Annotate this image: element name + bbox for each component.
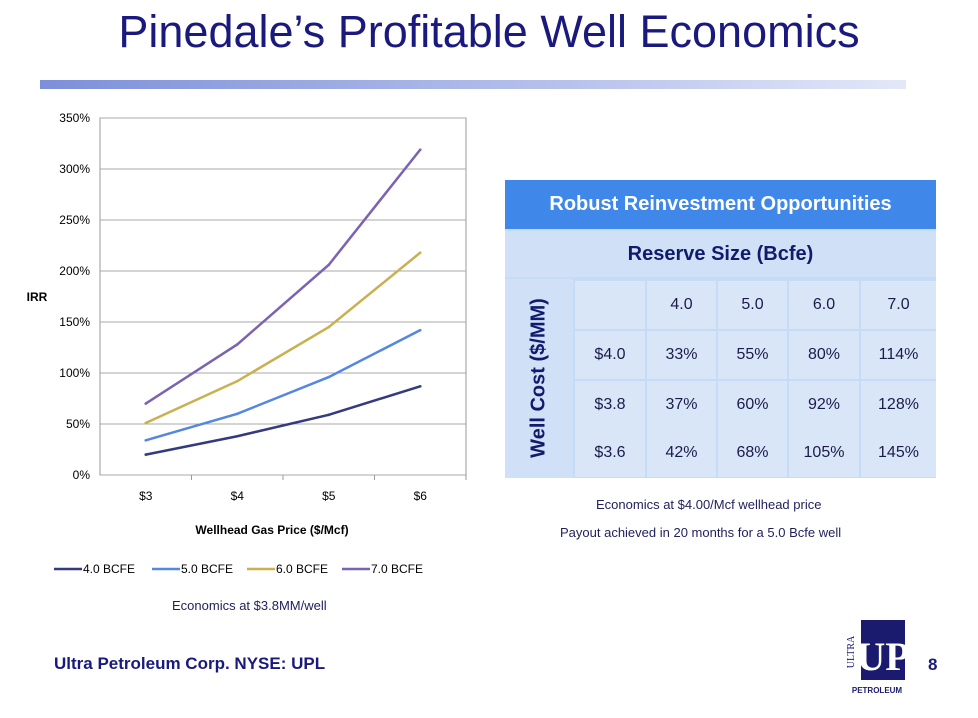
table-col-label: 4.0 [647,281,716,329]
logo-vertical-text: ULTRA [846,635,857,668]
y-tick-label: 300% [59,162,90,176]
table-note-1: Economics at $4.00/Mcf wellhead price [596,497,822,512]
data-point [235,434,239,438]
x-tick-label: $3 [139,489,153,503]
table-col-label: 6.0 [789,281,859,329]
series-line-6-0-bcfe [145,251,422,425]
table-corner-cell [575,281,645,329]
chart-note: Economics at $3.8MM/well [172,598,327,613]
legend-label: 7.0 BCFE [371,562,423,576]
y-tick-label: 0% [73,468,91,482]
series-line-4-0-bcfe [145,385,421,456]
y-tick-label: 50% [66,417,90,431]
y-tick-label: 350% [59,111,90,125]
table-row-label: $3.6 [575,429,645,477]
table-col-label: 5.0 [718,281,787,329]
table-cell: 42% [647,429,716,477]
legend-label: 6.0 BCFE [276,562,328,576]
data-point [327,375,331,379]
data-point [418,384,422,388]
page-number: 8 [928,655,938,674]
table-cell: 105% [789,429,859,477]
legend-label: 4.0 BCFE [83,562,135,576]
table-row-header-label: Well Cost ($/MM) [527,298,550,458]
data-point [144,402,148,405]
y-tick-label: 100% [59,366,90,380]
table-cell: 145% [861,429,936,477]
table-cell: 60% [718,381,787,429]
table-cell: 68% [718,429,787,477]
data-point [327,325,331,329]
table-title: Robust Reinvestment Opportunities [505,180,936,229]
data-point [235,412,239,416]
reinvestment-table: Robust Reinvestment Opportunities Reserv… [505,180,936,478]
plot-area [99,117,467,476]
data-point [327,413,331,417]
title-underline-bar [40,80,906,89]
data-point [235,379,239,383]
logo-bottom-text: PETROLEUM [852,686,903,695]
table-cell: 80% [789,331,859,379]
table-cell: 92% [789,381,859,429]
x-axis-label: Wellhead Gas Price ($/Mcf) [195,523,348,537]
legend-label: 5.0 BCFE [181,562,233,576]
series-line-7-0-bcfe [145,148,422,405]
x-tick-label: $5 [322,489,336,503]
x-tick-label: $6 [414,489,428,503]
irr-line-chart: 0% 50% 100% 150% 200% 250% 300% 350% $3 $4 $5 $6 IRR… [27,111,467,576]
series-line-5-0-bcfe [145,329,421,442]
data-point [144,439,148,442]
logo-letters: UP [856,634,908,679]
table-col-label: 7.0 [861,281,936,329]
x-tick-label: $4 [231,489,245,503]
y-axis-label: IRR [27,290,48,304]
data-point [418,251,422,254]
table-cell: 33% [647,331,716,379]
y-tick-label: 200% [59,264,90,278]
ultra-petroleum-logo: ULTRA UP PETROLEUM [846,618,908,695]
table-row-label: $3.8 [575,381,645,429]
data-point [144,453,148,456]
table-note-2: Payout achieved in 20 months for a 5.0 B… [560,525,842,540]
footer-company: Ultra Petroleum Corp. NYSE: UPL [54,654,326,673]
data-point [418,328,422,332]
data-point [235,343,239,346]
table-cell: 128% [861,381,936,429]
data-point [418,148,422,151]
table-row-header: Well Cost ($/MM) [505,279,573,478]
y-tick-label: 250% [59,213,90,227]
data-point [327,263,331,267]
table-cell: 37% [647,381,716,429]
table-cell: 55% [718,331,787,379]
table-cell: 114% [861,331,936,379]
y-tick-label: 150% [59,315,90,329]
table-row-label: $4.0 [575,331,645,379]
slide-title: Pinedale’s Profitable Well Economics [118,6,860,57]
table-column-header: Reserve Size (Bcfe) [505,231,936,277]
data-point [144,421,148,425]
